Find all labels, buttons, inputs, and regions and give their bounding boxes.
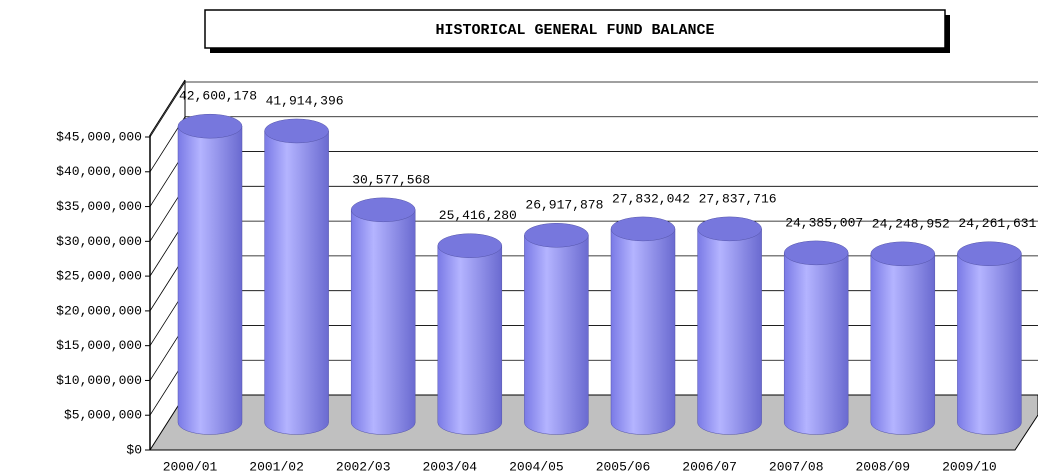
y-tick-label: $25,000,000 — [56, 269, 142, 284]
bar — [783, 252, 849, 435]
y-tick-label: $5,000,000 — [64, 408, 142, 423]
y-tick-label: $30,000,000 — [56, 234, 142, 249]
y-tick-label: $20,000,000 — [56, 303, 142, 318]
bar — [957, 253, 1022, 435]
data-label: 24,248,952 — [872, 216, 950, 231]
y-tick-label: $40,000,000 — [56, 164, 142, 179]
bar — [610, 228, 676, 435]
x-tick-label: 2005/06 — [596, 459, 651, 474]
y-tick-label: $45,000,000 — [56, 129, 142, 144]
bar — [697, 228, 762, 435]
bar — [870, 253, 936, 435]
bar-top — [437, 233, 503, 258]
bar-top — [697, 216, 762, 242]
data-label: 27,832,042 — [612, 191, 690, 206]
bar — [524, 235, 589, 435]
grid-line-side — [149, 81, 186, 138]
y-tick-label: $15,000,000 — [56, 338, 142, 353]
data-label: 30,577,568 — [352, 172, 430, 187]
side-wall-edge — [149, 79, 186, 136]
y-tick-label: $10,000,000 — [56, 373, 142, 388]
x-tick-label: 2004/05 — [509, 459, 564, 474]
data-label: 41,914,396 — [266, 93, 344, 108]
x-tick-label: 2008/09 — [855, 459, 910, 474]
bar-top — [177, 113, 243, 139]
title-box — [204, 9, 946, 49]
x-tick-label: 2003/04 — [422, 459, 477, 474]
bar-top — [870, 241, 936, 267]
chart-title: HISTORICAL GENERAL FUND BALANCE — [435, 22, 714, 39]
x-tick-label: 2000/01 — [163, 459, 218, 474]
bar-top — [264, 118, 329, 144]
bar-top — [350, 197, 416, 223]
data-label: 42,600,178 — [179, 89, 257, 104]
bar — [264, 130, 329, 435]
x-tick-label: 2006/07 — [682, 459, 737, 474]
bar-top — [783, 240, 849, 266]
y-tick-label: $35,000,000 — [56, 199, 142, 214]
x-tick-label: 2002/03 — [336, 459, 391, 474]
bar — [350, 209, 416, 435]
data-label: 26,917,878 — [525, 198, 603, 213]
bar-top — [610, 216, 676, 242]
data-label: 25,416,280 — [439, 208, 517, 223]
x-tick-label: 2009/10 — [942, 459, 997, 474]
bar-top — [524, 223, 589, 248]
data-label: 24,385,007 — [785, 215, 863, 230]
bar-top — [957, 241, 1022, 266]
data-label: 27,837,716 — [699, 191, 777, 206]
y-tick-label: $0 — [126, 442, 142, 457]
data-label: 24,261,631 — [958, 216, 1036, 231]
x-tick-label: 2001/02 — [249, 459, 304, 474]
x-tick-label: 2007/08 — [769, 459, 824, 474]
bar — [437, 245, 503, 435]
bar — [177, 125, 243, 435]
